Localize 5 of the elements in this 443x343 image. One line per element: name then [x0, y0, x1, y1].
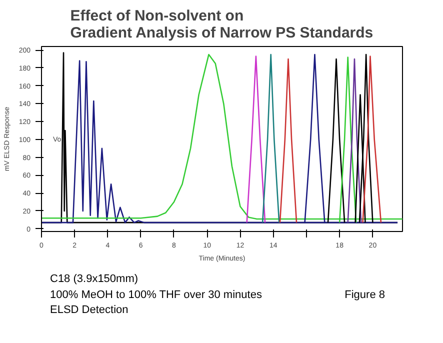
text: 100% MeOH to 100% THF over 30 minutes — [50, 288, 262, 301]
text: C18 (3.9x150mm) — [50, 273, 138, 285]
text: ELSD Detection — [50, 304, 128, 316]
chart-title: Effect of Non-solvent on Gradient Analysis of Narrow PS Standards — [70, 8, 374, 42]
caption: Figure 8 — [344, 288, 385, 303]
